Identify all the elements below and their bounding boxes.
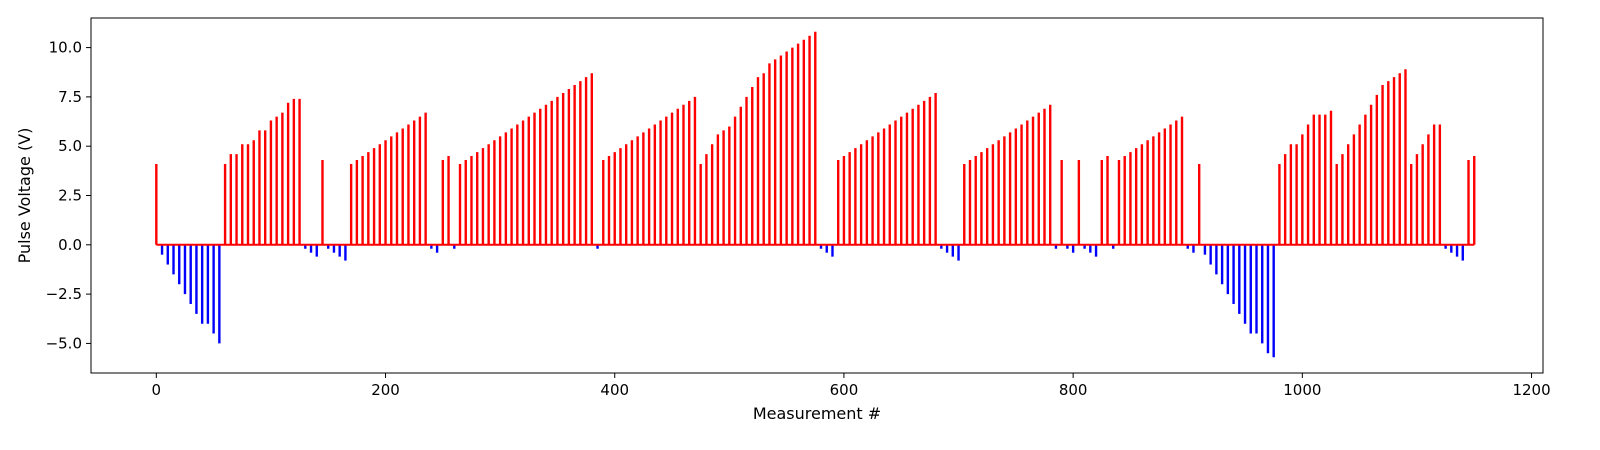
x-tick-label-0: 0 (152, 381, 162, 399)
y-tick-label-5: 5.0 (58, 137, 82, 155)
x-tick-label-1200: 1200 (1512, 381, 1550, 399)
x-axis: 0 200 400 600 800 1000 1200 (152, 373, 1551, 399)
x-tick-label-600: 600 (830, 381, 859, 399)
x-tick-label-200: 200 (371, 381, 400, 399)
x-tick-label-1000: 1000 (1283, 381, 1321, 399)
y-tick-label--5: −5.0 (46, 334, 82, 352)
y-axis: −5.0 −2.5 0.0 2.5 5.0 7.5 10.0 (46, 39, 91, 352)
y-tick-label-7.5: 7.5 (58, 88, 82, 106)
y-tick-label-10: 10.0 (49, 39, 82, 57)
stems (155, 31, 1476, 358)
x-axis-label: Measurement # (753, 404, 881, 423)
x-tick-label-800: 800 (1059, 381, 1088, 399)
y-tick-label-2.5: 2.5 (58, 187, 82, 205)
x-tick-label-400: 400 (600, 381, 629, 399)
y-axis-label: Pulse Voltage (V) (15, 128, 34, 264)
y-tick-label-0: 0.0 (58, 236, 82, 254)
y-tick-label--2.5: −2.5 (46, 285, 82, 303)
